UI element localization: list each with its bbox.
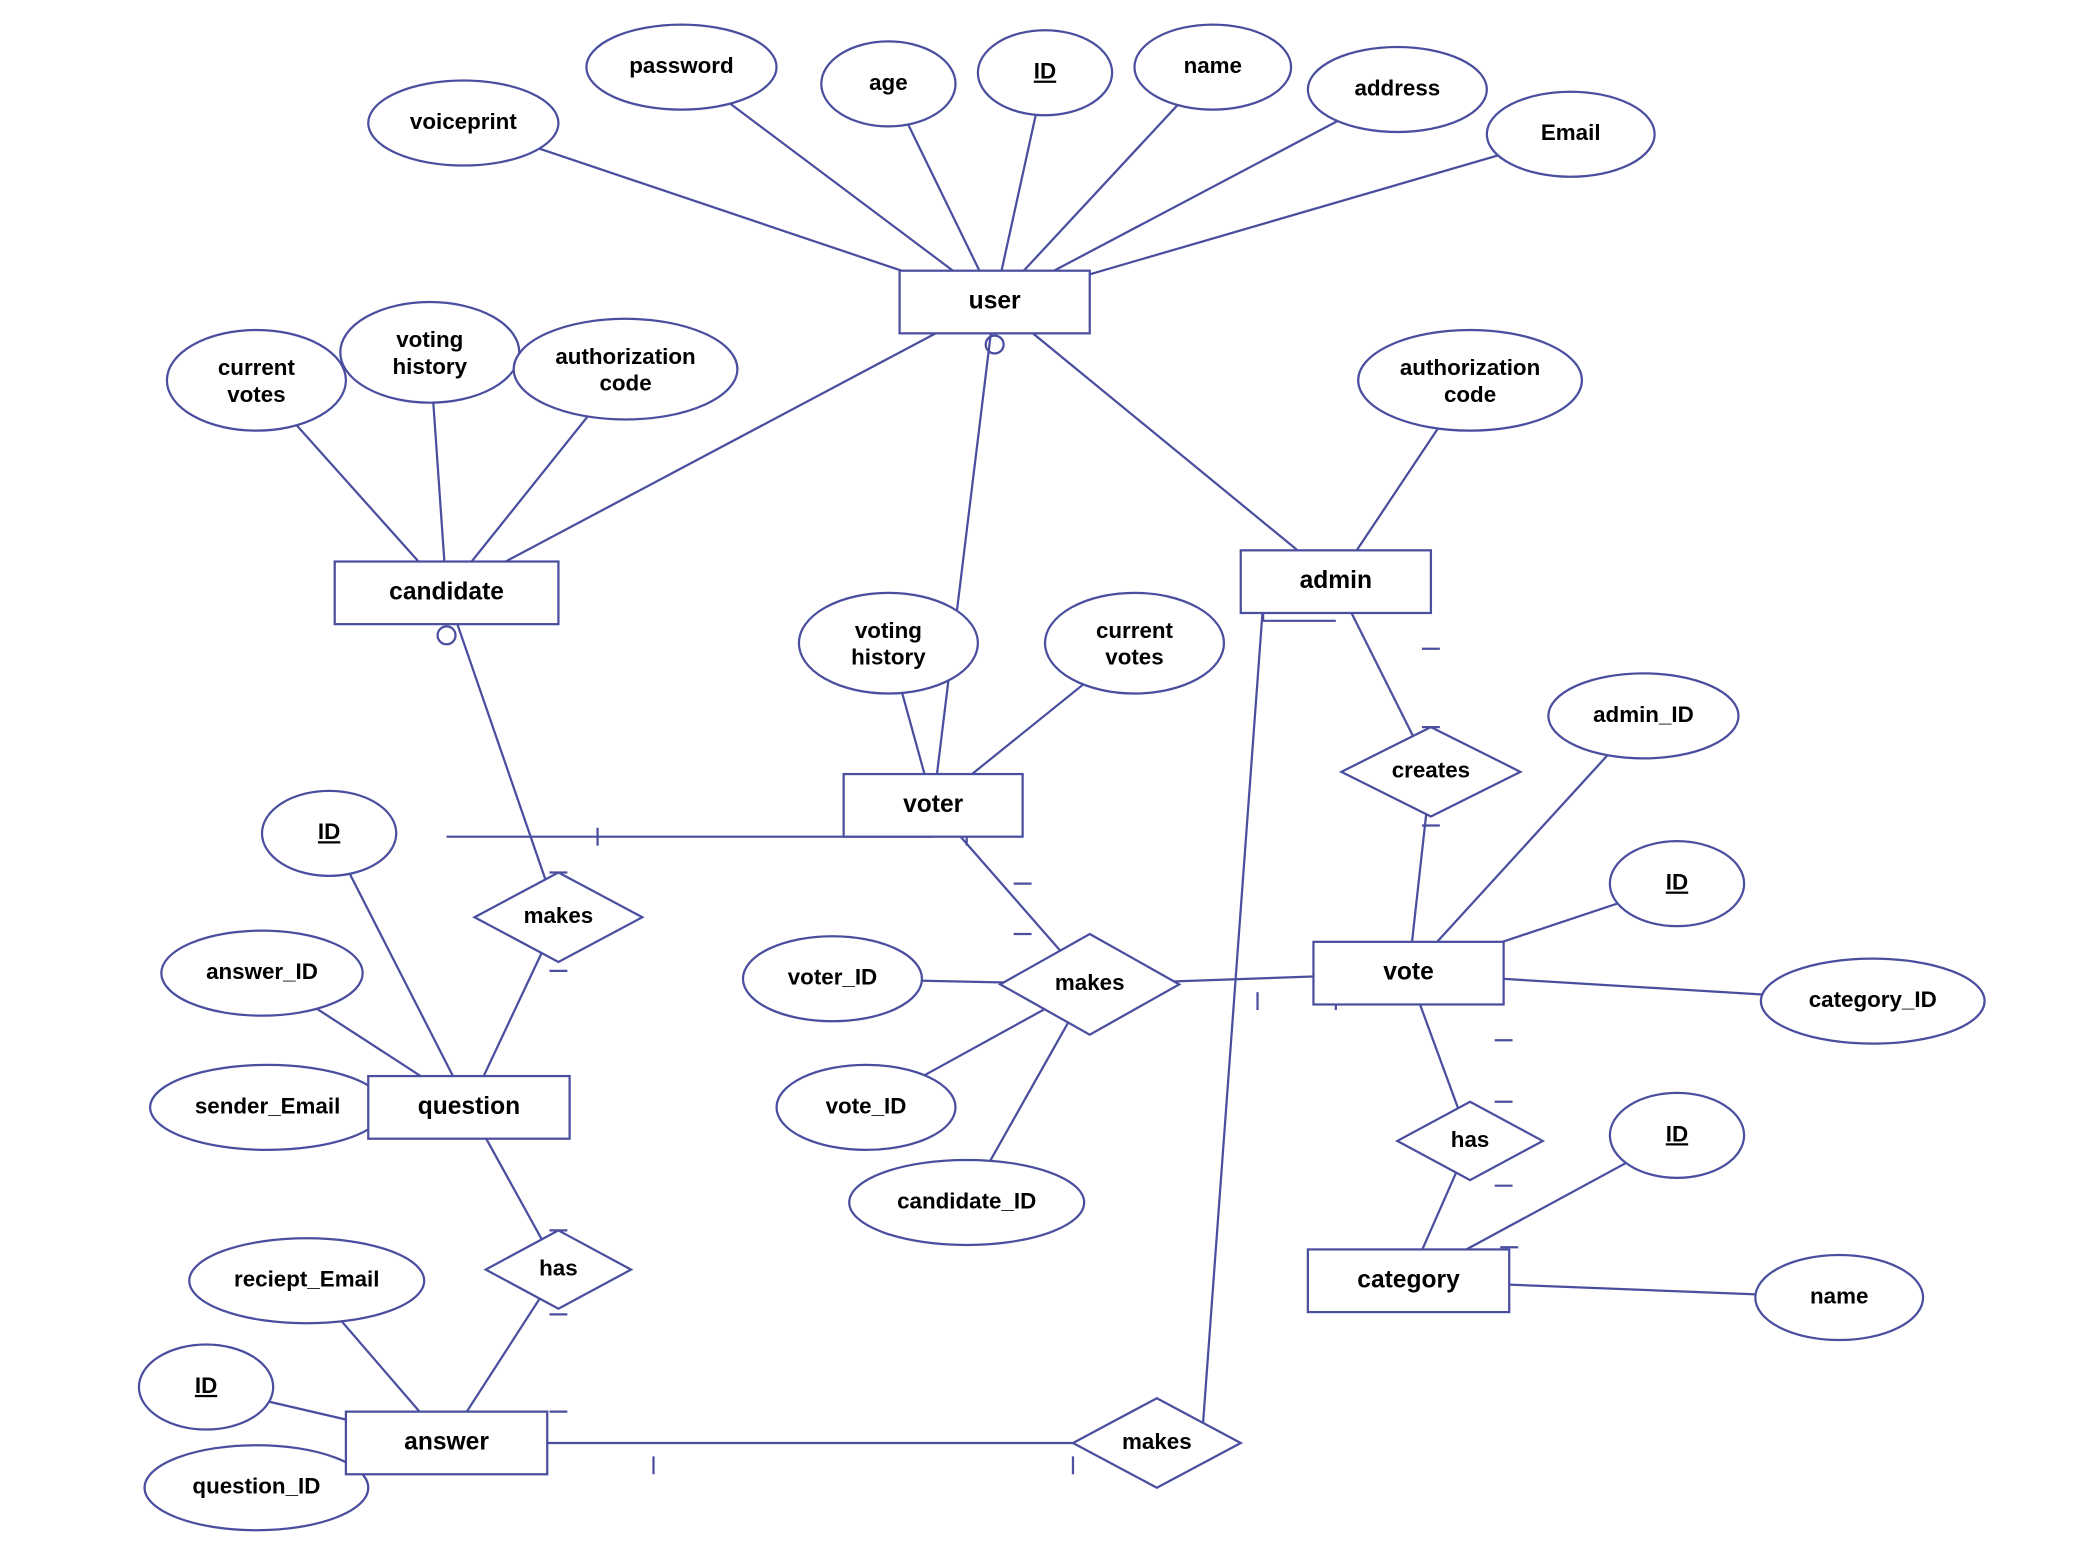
attr-label: password	[629, 53, 733, 78]
attr-voter_current_votes	[1045, 593, 1224, 694]
attr-label: reciept_Email	[234, 1267, 379, 1292]
attr-label: voiceprint	[410, 109, 517, 134]
attr-label: ID	[1666, 1121, 1688, 1146]
rel-label: creates	[1392, 758, 1470, 783]
entity-label: voter	[903, 791, 964, 818]
attr-label: current	[218, 355, 296, 380]
attr-label: voter_ID	[788, 965, 877, 990]
attr-label: code	[599, 371, 651, 396]
entity-label: answer	[404, 1428, 489, 1455]
attr-label: question_ID	[192, 1474, 320, 1499]
attr-label: name	[1810, 1283, 1868, 1308]
attr-label: Email	[1541, 120, 1601, 145]
entity-label: user	[969, 288, 1021, 315]
attr-label: age	[869, 70, 908, 95]
er-diagram: voiceprint password age ID name address Email c…	[0, 0, 2090, 1566]
attr-label: voting	[855, 618, 922, 643]
attr-cand_voting_history	[340, 302, 519, 403]
entity-label: question	[418, 1093, 520, 1120]
attr-label: candidate_ID	[897, 1188, 1036, 1213]
rel-label: has	[539, 1255, 578, 1280]
attr-label: vote_ID	[826, 1093, 907, 1118]
attr-admin_auth_code	[1358, 330, 1582, 431]
attr-label: history	[851, 645, 926, 670]
attr-label: ID	[318, 819, 340, 844]
entity-label: admin	[1300, 567, 1372, 594]
attr-label: votes	[1105, 645, 1163, 670]
attr-label: category_ID	[1809, 987, 1937, 1012]
attr-label: current	[1096, 618, 1174, 643]
attr-label: history	[393, 354, 468, 379]
attr-label: sender_Email	[195, 1093, 340, 1118]
attr-label: address	[1354, 75, 1440, 100]
rel-label: has	[1451, 1127, 1490, 1152]
rel-label: makes	[524, 903, 594, 928]
attr-label: ID	[1034, 59, 1056, 84]
entity-label: candidate	[389, 578, 504, 605]
attr-label: admin_ID	[1593, 702, 1694, 727]
attr-voter_voting_history	[799, 593, 978, 694]
attr-label: ID	[195, 1373, 217, 1398]
attr-label: authorization	[1400, 355, 1540, 380]
attr-cand_auth_code	[514, 319, 738, 420]
rel-label: makes	[1122, 1429, 1192, 1454]
rel-label: makes	[1055, 970, 1125, 995]
attr-label: authorization	[555, 344, 695, 369]
attr-label: votes	[227, 382, 285, 407]
attr-label: answer_ID	[206, 959, 318, 984]
entity-label: category	[1357, 1266, 1460, 1293]
entity-label: vote	[1383, 959, 1434, 986]
attr-cand_current_votes	[167, 330, 346, 431]
attr-label: code	[1444, 382, 1496, 407]
attr-label: name	[1184, 53, 1242, 78]
attr-label: voting	[396, 327, 463, 352]
attr-label: ID	[1666, 870, 1688, 895]
